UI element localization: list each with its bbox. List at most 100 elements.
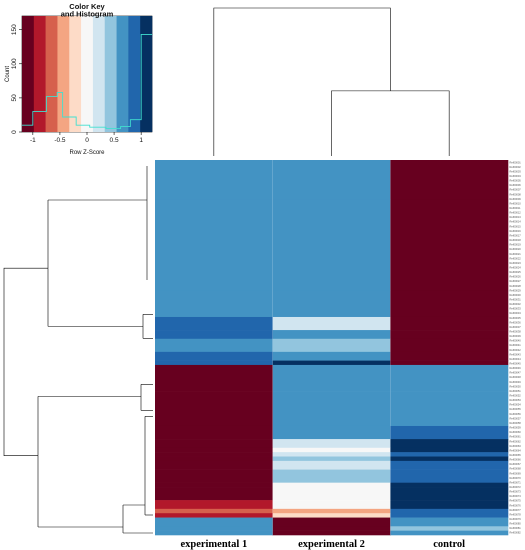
row-label: Ref00070 (510, 476, 522, 480)
row-label: Ref00029 (510, 288, 522, 292)
heatmap-cell (155, 364, 273, 392)
row-label: Ref00004 (510, 174, 522, 178)
heatmap-cell (155, 513, 273, 518)
color-key-band (116, 16, 129, 132)
heatmap-cell (155, 391, 273, 427)
color-key-x-tick-label: 1 (139, 137, 143, 144)
row-label: Ref00036 (510, 320, 522, 324)
heatmap-cell (155, 500, 273, 510)
color-key-y-label: Count (5, 66, 11, 82)
heatmap-cell (272, 452, 391, 457)
heatmap-cell (390, 456, 509, 462)
heatmap-cell (272, 199, 391, 292)
row-label: Ref00021 (510, 252, 522, 256)
color-key-x-label: Row Z-Score (69, 150, 105, 156)
row-label: Ref00061 (510, 435, 522, 439)
row-label: Ref00025 (510, 270, 522, 274)
heatmap-cell (155, 199, 273, 292)
heatmap-cell (390, 500, 509, 510)
heatmap-cell (272, 460, 391, 470)
column-label-experimental-2: experimental 2 (298, 539, 365, 550)
heatmap-cell (155, 351, 273, 361)
heatmap-cell (390, 439, 509, 449)
heatmap-cell (272, 456, 391, 462)
row-label: Ref00041 (510, 343, 522, 347)
color-key-x-tick-label: -1 (30, 137, 36, 144)
row-label: Ref00069 (510, 471, 522, 475)
row-label: Ref00064 (510, 448, 522, 452)
color-key-y-tick-label: 0 (11, 130, 18, 134)
heatmap-cell (155, 330, 273, 340)
row-label: Ref00075 (510, 499, 522, 503)
row-label: Ref00068 (510, 467, 522, 471)
color-key-y-axis: 0 50 100 150 (11, 24, 22, 134)
heatmap-cell (390, 447, 509, 453)
color-key-band (92, 16, 106, 132)
row-label: Ref00030 (510, 293, 522, 297)
heatmap-cell (390, 351, 509, 361)
heatmap-cell (155, 530, 273, 536)
row-label: Ref00073 (510, 490, 522, 494)
row-label: Ref00057 (510, 416, 522, 420)
row-label: Ref00016 (510, 229, 522, 233)
color-key-band (128, 16, 141, 132)
color-key-band (57, 16, 70, 132)
row-label: Ref00034 (510, 311, 522, 315)
heatmap-cell (272, 513, 391, 518)
heatmap-cell (390, 360, 509, 366)
heatmap-cell (390, 199, 509, 292)
heatmap-cell (272, 351, 391, 361)
row-label: Ref00012 (510, 211, 522, 215)
heatmap-cell (390, 364, 509, 392)
column-label-control: control (433, 539, 465, 550)
row-label: Ref00066 (510, 458, 522, 462)
row-label: Ref00072 (510, 485, 522, 489)
row-label: Ref00017 (510, 233, 522, 237)
heatmap-cell (390, 290, 509, 318)
heatmap-cell (390, 425, 509, 440)
heatmap-cell (390, 469, 509, 483)
row-label: Ref00065 (510, 453, 522, 457)
heatmap-cell (155, 469, 273, 483)
row-label: Ref00002 (510, 165, 522, 169)
row-label: Ref00031 (510, 297, 522, 301)
heatmap-cell (272, 517, 391, 527)
heatmap-cell (390, 452, 509, 457)
row-label: Ref00003 (510, 169, 522, 173)
heatmap-cell (272, 316, 391, 331)
row-label: Ref00013 (510, 215, 522, 219)
row-label: Ref00014 (510, 220, 522, 224)
heatmap-cell (272, 482, 391, 488)
heatmap-cell (390, 508, 509, 514)
row-label: Ref00007 (510, 188, 522, 192)
heatmap-cell (390, 460, 509, 470)
heatmap-cell (390, 513, 509, 518)
column-labels: experimental 1 experimental 2 control (180, 539, 465, 550)
row-label: Ref00078 (510, 512, 522, 516)
heatmap-cell (155, 460, 273, 470)
color-key-y-tick-label: 50 (11, 94, 18, 102)
heatmap-cell (390, 487, 509, 501)
color-key-band (33, 16, 46, 132)
row-label: Ref00080 (510, 522, 522, 526)
heatmap-cell (155, 316, 273, 331)
heatmap-cell (390, 160, 509, 200)
color-key-band (81, 16, 94, 132)
row-label: Ref00067 (510, 462, 522, 466)
column-dendrogram-branch (331, 90, 450, 156)
color-key: -1 -0.5 0 0.5 1 0 50 100 150 Color Key and Hist… (5, 2, 153, 156)
row-label: Ref00048 (510, 375, 522, 379)
heatmap-cell (272, 508, 391, 514)
row-label: Ref00005 (510, 179, 522, 183)
row-label: Ref00063 (510, 444, 522, 448)
column-label-experimental-1: experimental 1 (180, 539, 247, 550)
heatmap-cell (155, 526, 273, 531)
color-key-y-tick-label: 150 (11, 24, 18, 35)
row-label: Ref00042 (510, 348, 522, 352)
heatmap-cell (272, 530, 391, 536)
row-label: Ref00009 (510, 197, 522, 201)
heatmap-cell (272, 364, 391, 392)
row-label: Ref00052 (510, 394, 522, 398)
heatmap-cell (155, 452, 273, 457)
